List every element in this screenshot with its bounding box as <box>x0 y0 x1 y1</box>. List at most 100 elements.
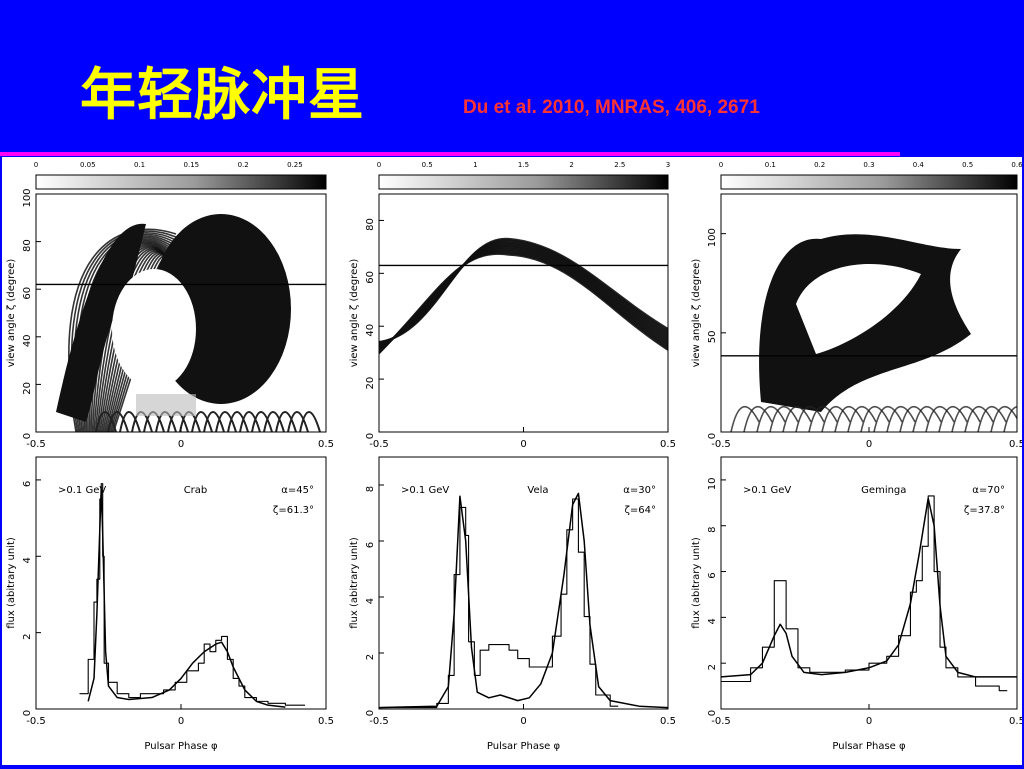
x-axis-label: Pulsar Phase φ <box>832 741 906 752</box>
colorbar-tick-label: 0.1 <box>765 161 776 169</box>
map-hole <box>112 269 196 389</box>
y-axis-label: flux (abitrary unit) <box>349 537 360 629</box>
map-arc <box>821 405 851 432</box>
colorbar-tick-label: 2 <box>569 161 573 169</box>
y-tick-label: 0 <box>22 433 33 439</box>
y-tick-label: 2 <box>365 654 376 660</box>
x-tick-label: 0 <box>520 439 526 450</box>
zeta-label: ζ=64° <box>624 505 656 516</box>
energy-label: >0.1 GeV <box>743 485 791 496</box>
figure-panel: 0 0.05 0.1 0.15 0.2 0.25 0 20 40 60 80 100 view angl… <box>2 157 1024 765</box>
map-arc <box>1003 406 1017 432</box>
map-arc <box>990 405 1017 432</box>
y-tick-label: 60 <box>365 271 376 284</box>
colorbar-tick-label: 2.5 <box>614 161 625 169</box>
map-pattern <box>379 237 668 354</box>
map-arc <box>239 411 261 432</box>
y-tick-label: 100 <box>707 228 718 247</box>
map-arc <box>847 405 877 432</box>
x-tick-label: 0 <box>178 716 184 727</box>
alpha-label: α=70° <box>972 485 1005 496</box>
y-tick-label: 8 <box>707 527 718 533</box>
map-stripe <box>379 244 668 349</box>
pulsar-name-label: Vela <box>527 485 548 496</box>
x-axis-label: Pulsar Phase φ <box>144 741 218 752</box>
colorbar-tick-label: 0.15 <box>184 161 200 169</box>
map-arc <box>860 405 890 432</box>
map-arc <box>203 411 225 432</box>
alpha-label: α=30° <box>623 485 656 496</box>
y-tick-label: 6 <box>707 572 718 578</box>
map-arc <box>215 411 237 432</box>
map-arc <box>964 405 994 432</box>
map-arc <box>834 405 864 432</box>
colorbar-tick-label: 0.6 <box>1011 161 1022 169</box>
y-tick-label: 80 <box>365 218 376 231</box>
y-tick-label: 20 <box>365 377 376 390</box>
map-pattern <box>56 214 321 432</box>
map-stripe <box>379 241 668 346</box>
colorbar <box>720 174 1018 190</box>
y-tick-label: 0 <box>365 433 376 439</box>
map-arc <box>899 405 929 432</box>
colorbar-tick-label: 1.5 <box>518 161 529 169</box>
map-arc <box>938 405 968 432</box>
map-lobe <box>56 223 146 422</box>
map-arc <box>795 405 825 432</box>
map-arc <box>107 411 129 432</box>
colorbar-tick-label: 1 <box>473 161 477 169</box>
map-shade <box>136 394 196 416</box>
colorbar-tick-label: 0.5 <box>422 161 433 169</box>
y-tick-label: 100 <box>22 188 33 207</box>
map-stripe <box>379 243 668 348</box>
colorbar-tick-label: 0.5 <box>962 161 973 169</box>
colorbar-tick-label: 0 <box>719 161 723 169</box>
y-tick-label: 4 <box>707 618 718 624</box>
title-underline <box>0 152 900 156</box>
y-tick-label: 40 <box>22 334 33 347</box>
colorbar-tick-label: 3 <box>666 161 670 169</box>
map-arc <box>808 405 838 432</box>
map-hole <box>796 264 921 354</box>
map-arc <box>275 411 297 432</box>
map-arc <box>886 405 916 432</box>
alpha-label: α=45° <box>281 485 314 496</box>
y-tick-label: 50 <box>707 330 718 343</box>
x-axis-label: Pulsar Phase φ <box>487 741 561 752</box>
colorbar-tick-label: 0 <box>34 161 38 169</box>
y-tick-label: 0 <box>707 433 718 439</box>
map-arc <box>119 411 141 432</box>
map-arc <box>756 405 786 432</box>
map-stripe <box>379 242 668 347</box>
y-tick-label: 0 <box>22 710 33 716</box>
y-tick-label: 4 <box>365 598 376 604</box>
map-stripe <box>379 252 668 354</box>
map-arc <box>782 405 812 432</box>
y-tick-label: 0 <box>365 710 376 716</box>
model-curve-series <box>87 486 286 708</box>
y-axis-label: flux (abitrary unit) <box>6 537 17 629</box>
map-arc <box>263 411 285 432</box>
y-tick-label: 80 <box>22 239 33 252</box>
x-tick-label: -0.5 <box>26 716 46 727</box>
colorbar <box>35 174 327 190</box>
colorbar-tick-label: 0.25 <box>287 161 303 169</box>
y-axis-label: view angle ζ (degree) <box>6 259 17 368</box>
colorbar <box>378 174 669 190</box>
map-arc <box>925 405 955 432</box>
x-tick-label: 0 <box>178 439 184 450</box>
x-tick-label: -0.5 <box>26 439 46 450</box>
colorbar-tick-label: 0.3 <box>863 161 874 169</box>
colorbar-tick-label: 0.1 <box>134 161 145 169</box>
x-tick-label: 0.5 <box>1009 716 1022 727</box>
colorbar-tick-label: 0.05 <box>80 161 96 169</box>
y-tick-label: 60 <box>22 287 33 300</box>
map-pattern <box>730 234 1017 432</box>
histogram-series <box>379 498 619 709</box>
